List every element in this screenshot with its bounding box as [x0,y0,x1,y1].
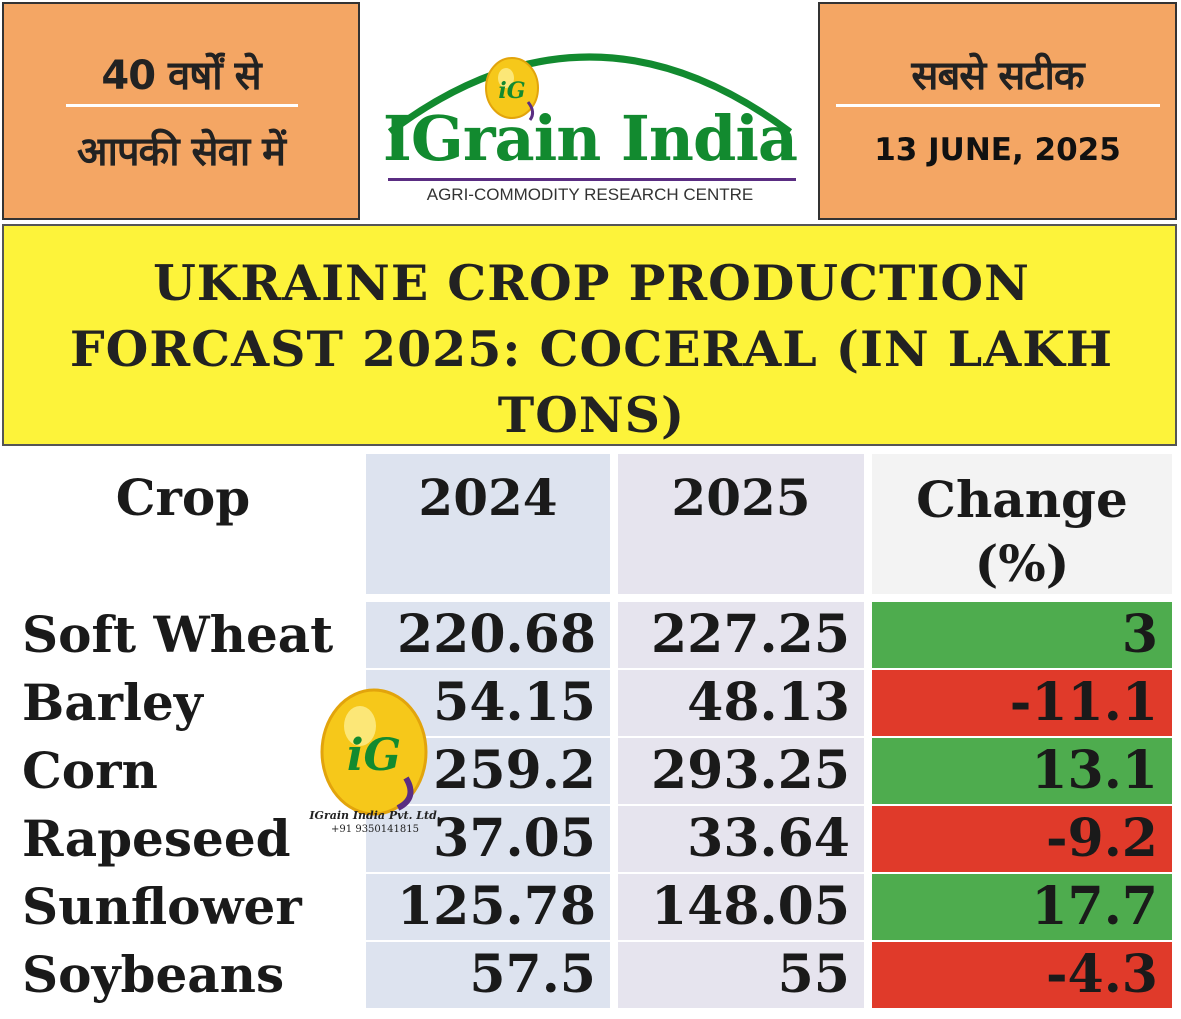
svg-text:iG: iG [347,730,401,781]
logo-subtitle: AGRI-COMMODITY RESEARCH CENTRE [426,185,754,204]
accuracy-tagline: सबसे सटीक [911,53,1084,99]
cell-2025: 148.05 [618,874,864,940]
cell-2025: 293.25 [618,738,864,804]
cell-2025: 55 [618,942,864,1008]
cell-2025: 33.64 [618,806,864,872]
column-header-2025: 2025 [618,454,864,594]
cell-change: 13.1 [872,738,1172,804]
watermark-phone: +91 9350141815 [331,824,419,835]
tagline-box: 40 वर्षों से आपकी सेवा में [2,2,360,220]
cell-crop: Sunflower [4,874,362,940]
watermark-company: IGrain India Pvt. Ltd. [309,809,441,822]
logo-arc-graphic: iG [387,53,793,135]
cell-2025: 48.13 [618,670,864,736]
cell-crop: Corn [4,738,362,804]
cell-2025: 227.25 [618,602,864,668]
tagline-line-2: आपकी सेवा में [76,129,286,175]
production-table: Crop 2024 2025 Change (%) Soft Wheat 220.… [0,446,1181,1019]
title-banner: UKRAINE CROP PRODUCTION FORCAST 2025: CO… [2,224,1177,446]
date-box: सबसे सटीक 13 JUNE, 2025 [818,2,1177,220]
column-header-2024: 2024 [366,454,610,594]
header: 40 वर्षों से आपकी सेवा में iG IGrain Ind… [0,0,1181,222]
cell-2024: 57.5 [366,942,610,1008]
cell-2024: 37.05 [366,806,610,872]
cell-2024: 220.68 [366,602,610,668]
cell-change: -9.2 [872,806,1172,872]
tagline-line-1: 40 वर्षों से [101,53,261,99]
date-divider [836,104,1160,107]
report-date: 13 JUNE, 2025 [874,132,1121,168]
cell-change: -11.1 [872,670,1172,736]
svg-text:iG: iG [498,78,525,104]
column-header-change: Change (%) [872,454,1172,594]
cell-crop: Soybeans [4,942,362,1008]
cell-change: -4.3 [872,942,1172,1008]
logo-wordmark: IGrain India [382,102,798,175]
cell-change: 17.7 [872,874,1172,940]
logo-underline [388,178,796,181]
cell-crop: Rapeseed [4,806,362,872]
igrain-logo: iG IGrain India AGRI-COMMODITY RESEARCH … [360,2,818,220]
cell-2024: 125.78 [366,874,610,940]
watermark-logo-icon: iG [320,688,428,816]
page-title: UKRAINE CROP PRODUCTION FORCAST 2025: CO… [69,254,1114,444]
tagline-divider [66,104,298,107]
cell-change: 3 [872,602,1172,668]
cell-crop: Soft Wheat [4,602,362,668]
column-header-crop: Crop [4,454,362,594]
cell-crop: Barley [4,670,362,736]
